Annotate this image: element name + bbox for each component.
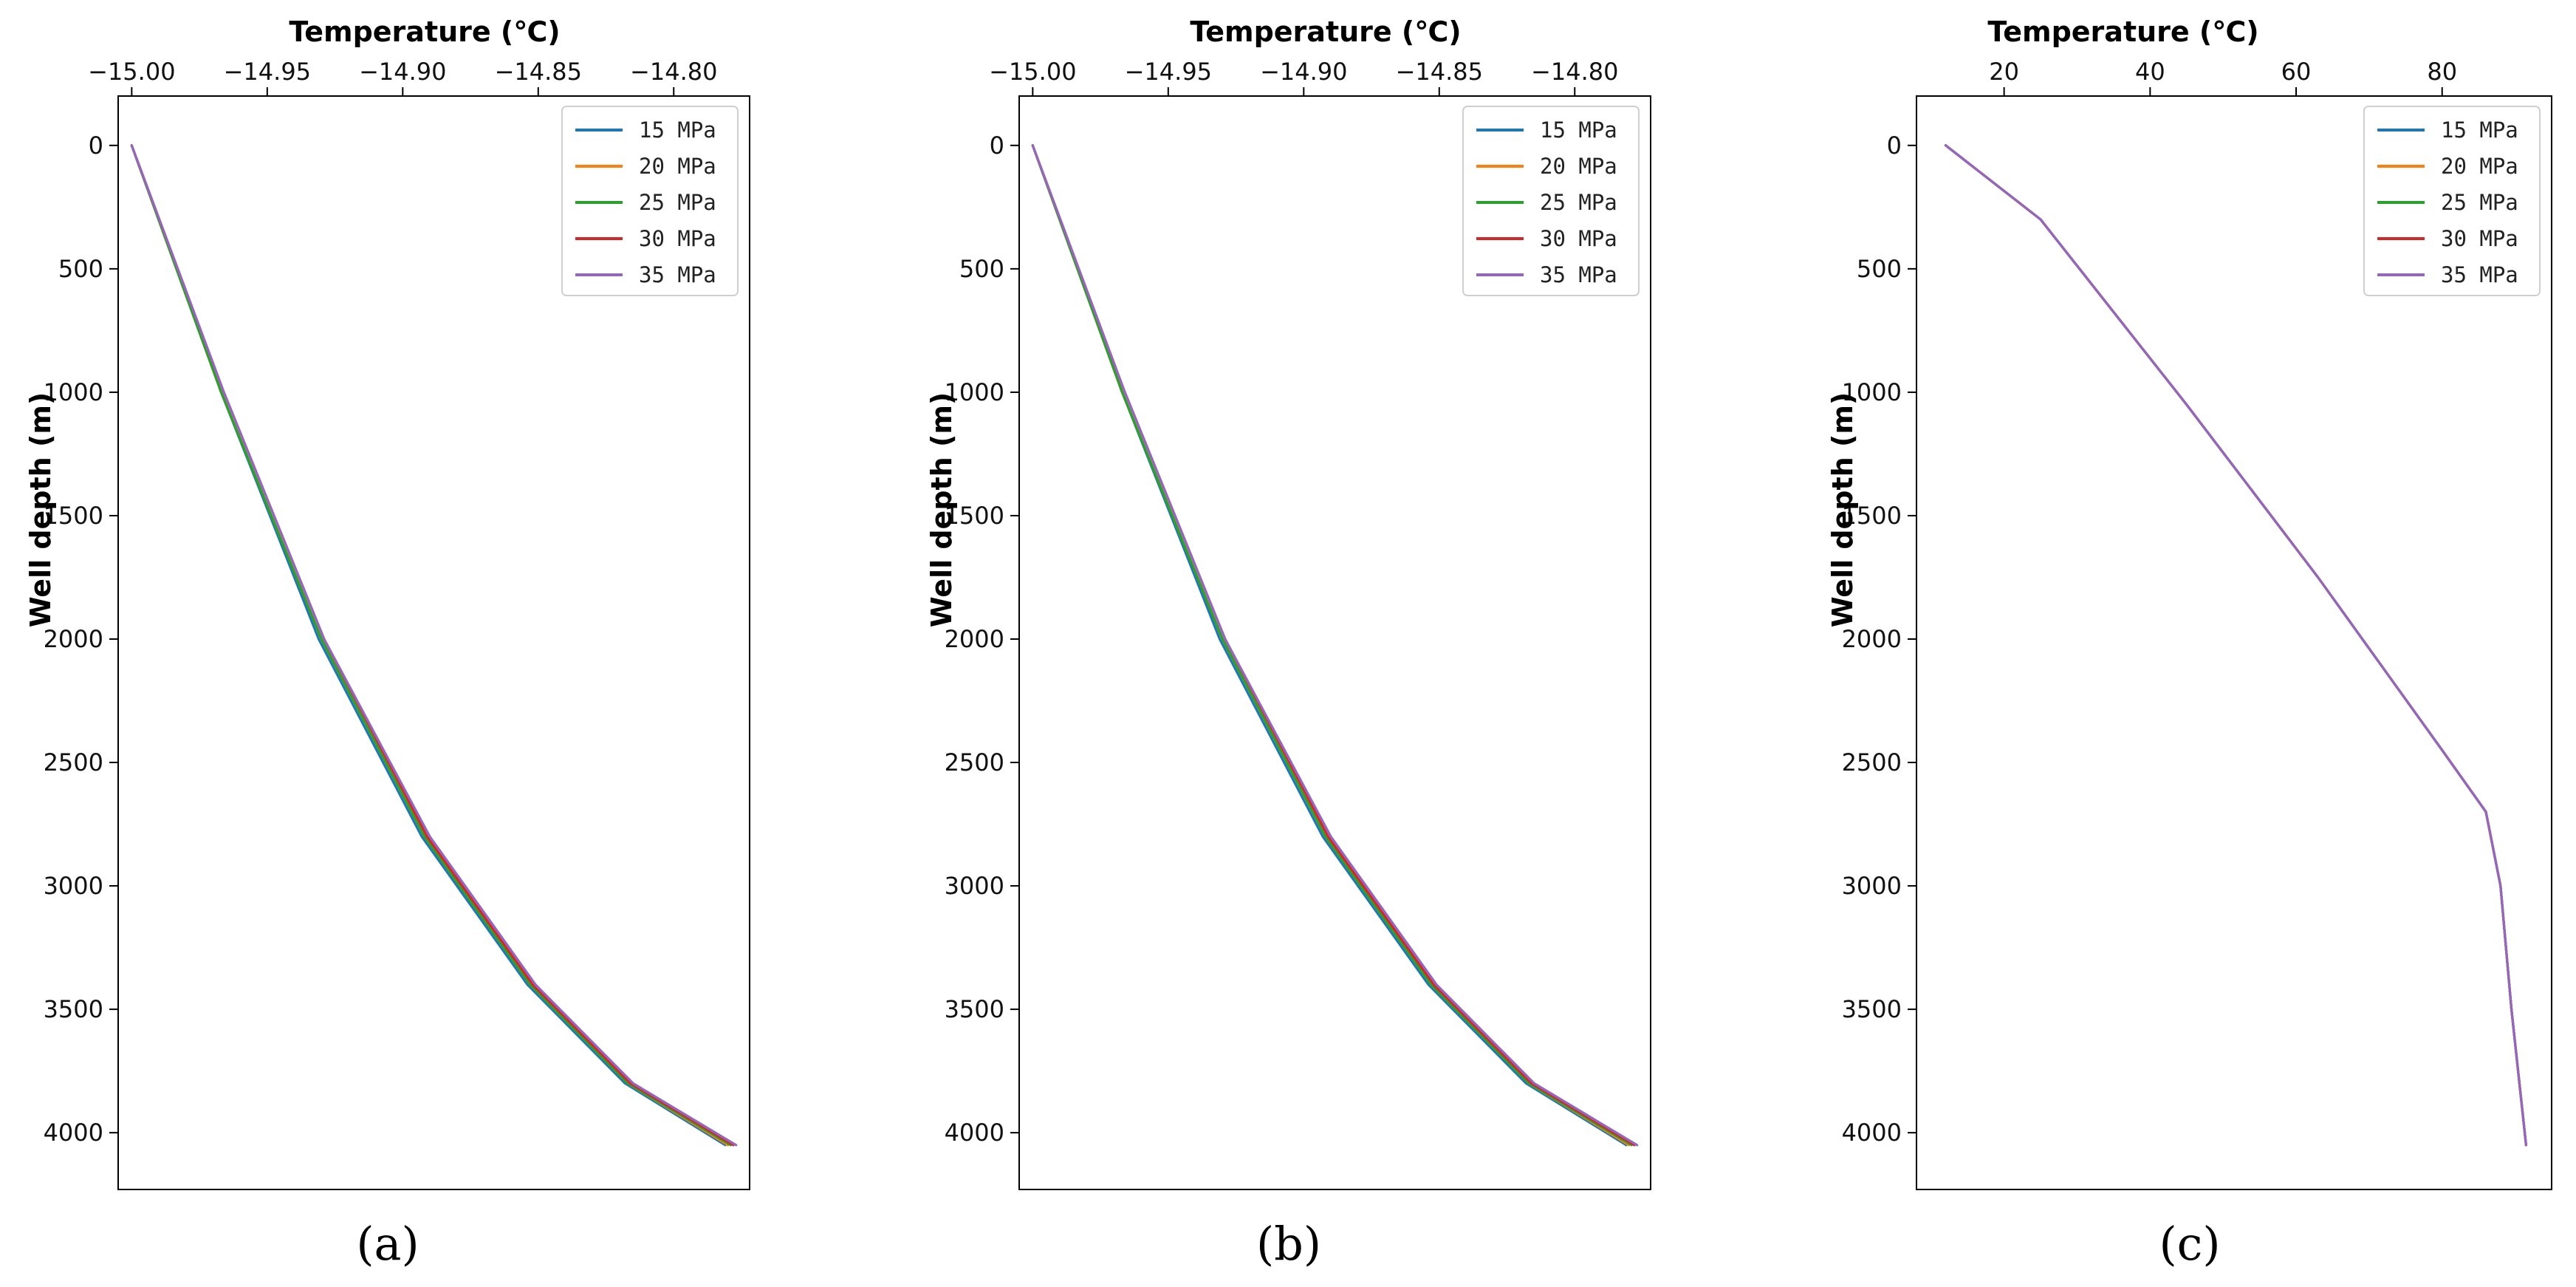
y-axis-title: Well depth (m)	[24, 392, 57, 628]
y-tick-label: 0	[990, 132, 1004, 160]
legend-label: 35 MPa	[639, 262, 716, 287]
y-tick-label: 2500	[945, 748, 1004, 776]
y-tick-label: 2000	[44, 625, 103, 653]
legend-label: 25 MPa	[1540, 190, 1617, 215]
x-tick-label: −14.85	[1396, 58, 1483, 86]
panel-label: (a)	[356, 1217, 419, 1271]
y-tick-label: 4000	[44, 1119, 103, 1147]
series-group	[1944, 144, 2528, 1147]
legend-label: 15 MPa	[639, 117, 716, 143]
y-tick-label: 1500	[44, 502, 103, 530]
y-tick-label: 0	[1887, 132, 1902, 160]
legend-label: 25 MPa	[2441, 190, 2518, 215]
series-line-25-mpa	[1031, 144, 1633, 1147]
y-tick-label: 500	[58, 255, 103, 283]
y-tick-label: 500	[959, 255, 1004, 283]
x-ticks: −15.00 −14.95 −14.90 −14.85 −14.80	[989, 58, 1618, 96]
y-tick-label: 3000	[44, 872, 103, 900]
legend-label: 35 MPa	[2441, 262, 2518, 287]
legend: 15 MPa 20 MPa 25 MPa 30 MPa 35 MPa	[1462, 106, 1640, 296]
panel-label: (b)	[1256, 1217, 1321, 1271]
y-tick-label: 4000	[945, 1119, 1004, 1147]
legend-label: 15 MPa	[1540, 117, 1617, 143]
legend-box	[561, 106, 739, 296]
x-tick-label: −14.85	[495, 58, 582, 86]
chart-b: −15.00 −14.95 −14.90 −14.85 −14.80 0 500 1000 1…	[925, 16, 1651, 1271]
legend: 15 MPa 20 MPa 25 MPa 30 MPa 35 MPa	[561, 106, 739, 296]
y-axis-title: Well depth (m)	[925, 392, 958, 628]
x-tick-label: 60	[2281, 58, 2312, 86]
y-tick-label: 1500	[1842, 502, 1902, 530]
legend-label: 15 MPa	[2441, 117, 2518, 143]
y-tick-label: 3500	[945, 995, 1004, 1023]
y-tick-label: 1000	[1842, 378, 1902, 406]
series-line-35-mpa	[1031, 144, 1639, 1147]
legend-label: 30 MPa	[2441, 226, 2518, 251]
x-ticks: −15.00 −14.95 −14.90 −14.85 −14.80	[88, 58, 717, 96]
y-tick-label: 500	[1857, 255, 1902, 283]
x-axis-title: Temperature (℃)	[1190, 16, 1461, 48]
y-tick-label: 3500	[44, 995, 103, 1023]
x-tick-label: −15.00	[88, 58, 175, 86]
x-tick-label: −15.00	[989, 58, 1076, 86]
x-tick-label: −14.95	[1125, 58, 1212, 86]
x-tick-label: 40	[2135, 58, 2165, 86]
x-axis-title: Temperature (℃)	[1987, 16, 2258, 48]
series-group	[1031, 144, 1639, 1147]
y-tick-label: 1500	[945, 502, 1004, 530]
legend-box	[1462, 106, 1640, 296]
y-tick-label: 3000	[945, 872, 1004, 900]
panel-b: −15.00 −14.95 −14.90 −14.85 −14.80 0 500 1000 1…	[901, 0, 1743, 1287]
y-tick-label: 1000	[945, 378, 1004, 406]
x-tick-label: −14.90	[359, 58, 446, 86]
legend: 15 MPa 20 MPa 25 MPa 30 MPa 35 MPa	[2363, 106, 2541, 296]
y-axis-title: Well depth (m)	[1826, 392, 1859, 628]
y-ticks: 0 500 1000 1500 2000 2500 3000 3500 4000	[945, 132, 1019, 1147]
series-line-25-mpa	[130, 144, 732, 1147]
legend-label: 20 MPa	[2441, 154, 2518, 179]
y-tick-label: 0	[89, 132, 103, 160]
y-tick-label: 2500	[44, 748, 103, 776]
x-ticks: 20 40 60 80	[1989, 58, 2457, 96]
x-tick-label: −14.80	[630, 58, 717, 86]
panel-c: 20 40 60 80 0 500 1000 1500 2000 2500 3000 3500 400…	[1802, 0, 2576, 1287]
chart-a: −15.00 −14.95 −14.90 −14.85 −14.80 0 500 1000 1…	[24, 16, 750, 1271]
series-line-35-mpa	[1944, 144, 2528, 1147]
y-tick-label: 2000	[1842, 625, 1902, 653]
y-tick-label: 3000	[1842, 872, 1902, 900]
legend-box	[2363, 106, 2541, 296]
x-tick-label: −14.90	[1260, 58, 1347, 86]
y-ticks: 0 500 1000 1500 2000 2500 3000 3500 4000	[1842, 132, 1916, 1147]
legend-label: 30 MPa	[639, 226, 716, 251]
legend-label: 35 MPa	[1540, 262, 1617, 287]
panel-label: (c)	[2159, 1217, 2220, 1271]
panel-a: −15.00 −14.95 −14.90 −14.85 −14.80 0 500 1000 1…	[0, 0, 842, 1287]
series-group	[130, 144, 738, 1147]
x-tick-label: 20	[1989, 58, 2019, 86]
y-tick-label: 3500	[1842, 995, 1902, 1023]
y-tick-label: 2500	[1842, 748, 1902, 776]
y-ticks: 0 500 1000 1500 2000 2500 3000 3500 4000	[44, 132, 118, 1147]
legend-label: 30 MPa	[1540, 226, 1617, 251]
y-tick-label: 4000	[1842, 1119, 1902, 1147]
x-tick-label: −14.95	[224, 58, 311, 86]
x-tick-label: −14.80	[1531, 58, 1618, 86]
legend-label: 20 MPa	[639, 154, 716, 179]
legend-label: 20 MPa	[1540, 154, 1617, 179]
x-axis-title: Temperature (℃)	[289, 16, 560, 48]
y-tick-label: 1000	[44, 378, 103, 406]
series-line-35-mpa	[130, 144, 738, 1147]
legend-label: 25 MPa	[639, 190, 716, 215]
x-tick-label: 80	[2427, 58, 2457, 86]
chart-c: 20 40 60 80 0 500 1000 1500 2000 2500 3000 3500 400…	[1826, 16, 2552, 1271]
y-tick-label: 2000	[945, 625, 1004, 653]
